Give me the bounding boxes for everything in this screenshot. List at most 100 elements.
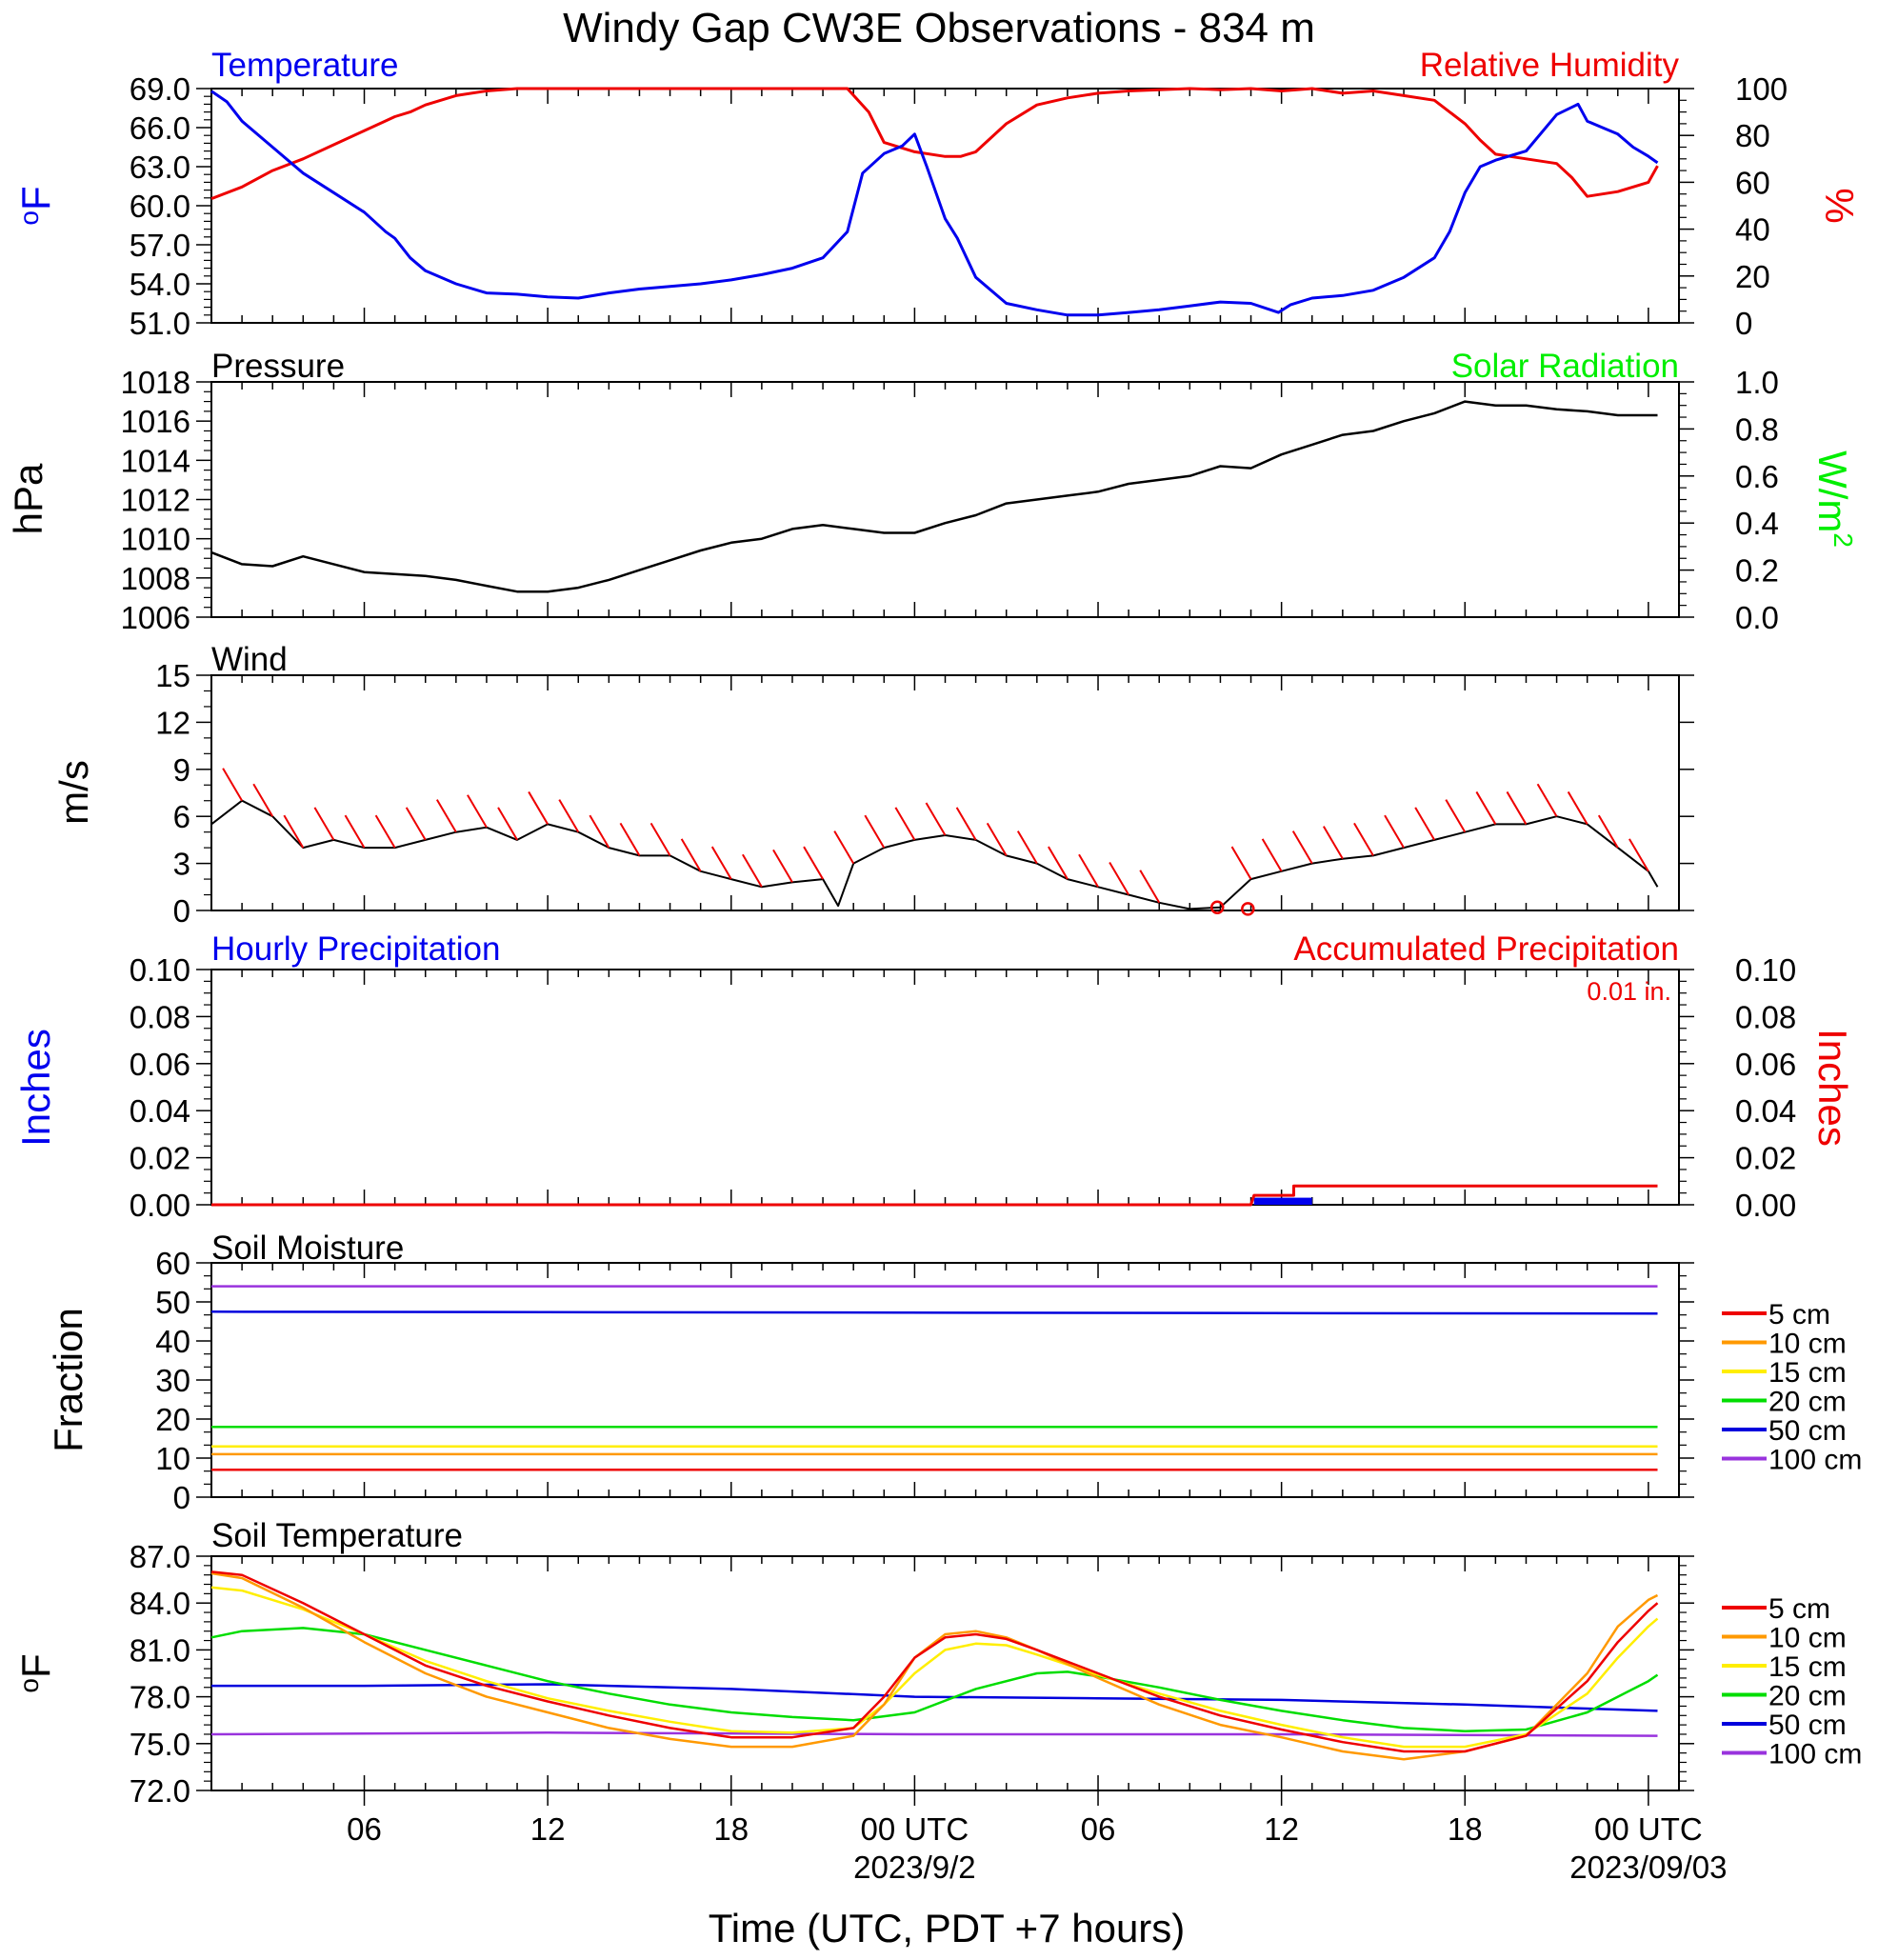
wind-barb [344,814,366,849]
panel-frame [210,674,1680,911]
wind-barb [528,790,549,825]
y-tick-label: 1014 [121,443,190,478]
panel-soil_temp: 72.0 75.0 78.0 81.0 84.0 87.0 Soil Temperature… [13,1517,1862,1809]
wind-barb [1536,783,1558,817]
x-tick-label: 06 [347,1811,382,1847]
y-tick-label: 0.08 [1735,999,1796,1034]
wind-barb [222,768,243,802]
calm-marker [1209,900,1225,914]
wind-barb [1597,814,1619,849]
soil-moisture-line [210,1310,1658,1315]
panels: 51.054.057.060.063.066.069.0020406080100… [6,47,1862,1885]
y-tick-label: 0.2 [1735,553,1779,589]
wind-barb [619,822,641,856]
y-tick-label: 60.0 [130,189,190,224]
legend-label: 15 cm [1768,1357,1847,1389]
legend-label: 50 cm [1768,1710,1847,1741]
humidity-line [210,87,1659,201]
y-tick-label: 30 [155,1363,190,1398]
legend-label: 10 cm [1768,1623,1847,1654]
y-tick-label: 54.0 [130,267,190,302]
wind-barb [649,822,671,856]
y-tick-label: 0.06 [1735,1047,1796,1082]
y-tick-label: 15 [155,658,190,693]
y-tick-label: 100 [1735,71,1788,107]
soil-temperature-line [210,1627,1659,1732]
wind-barb [1567,790,1588,825]
wind-barb [1628,838,1649,872]
wind-barb [435,799,457,833]
wind-barb [1048,846,1069,880]
wind-barb [1475,790,1497,825]
pressure-line [210,400,1658,593]
x-date-label: 2023/9/2 [853,1850,975,1885]
panel-frame [210,1262,1680,1498]
y-tick-label: 0 [173,893,190,929]
legend-label: 20 cm [1768,1387,1847,1418]
y-tick-label: 1016 [121,404,190,439]
x-axis-label: Time (UTC, PDT +7 hours) [709,1906,1186,1950]
legend-label: 15 cm [1768,1651,1847,1683]
humidity-unit: % [1817,188,1862,223]
y-tick-label: 0.0 [1735,600,1779,635]
wind-barb [1353,822,1374,856]
y-tick-label: 1012 [121,483,190,518]
wind-unit: m/s [51,760,96,825]
y-tick-label: 60 [1735,165,1770,200]
legend-label: 100 cm [1768,1739,1862,1770]
x-tick-label: 06 [1081,1811,1116,1847]
wind-barb [680,838,702,872]
y-tick-label: 75.0 [130,1727,190,1762]
wind-barb [252,783,274,817]
wind-barb [374,814,396,849]
y-tick-label: 0 [1735,306,1752,341]
y-tick-label: 20 [155,1402,190,1437]
wind-barb [986,822,1008,856]
x-tick-label: 18 [1448,1811,1483,1847]
wind-barb [925,802,947,836]
y-tick-label: 1.0 [1735,365,1779,400]
y-tick-label: 1008 [121,561,190,596]
hourly-precip-bar [1253,1197,1312,1205]
y-tick-label: 20 [1735,259,1770,294]
x-tick-label: 00 UTC [861,1811,969,1847]
y-tick-label: 0.04 [1735,1093,1796,1129]
y-tick-label: 6 [173,799,190,834]
y-tick-label: 0.10 [1735,952,1796,988]
soil-temperature-line [210,1586,1659,1749]
accumulated-precip-title: Accumulated Precipitation [1293,930,1679,968]
panel-frame [210,381,1680,618]
y-tick-label: 66.0 [130,110,190,146]
wind-barb [833,830,855,865]
soil-temperature-line [210,1731,1658,1737]
y-tick-label: 1006 [121,600,190,635]
soil-temperature-title: Soil Temperature [211,1517,463,1554]
wind-barb [283,814,305,849]
y-tick-label: 51.0 [130,306,190,341]
x-tick-label: 18 [713,1811,749,1847]
y-tick-label: 0.06 [130,1047,190,1082]
solar-unit: W/m2 [1810,450,1858,548]
y-tick-label: 40 [155,1324,190,1359]
y-tick-label: 3 [173,847,190,882]
wind-barb [405,807,427,841]
y-tick-label: 69.0 [130,71,190,107]
pressure-title: Pressure [211,348,345,385]
wind-barb [1445,799,1467,833]
panel-precip: 0.00 0.02 0.04 0.06 0.08 0.10 0.00 0.02 0.04 0.06… [13,930,1855,1223]
calm-marker [1241,902,1255,916]
hourly-precip-title: Hourly Precipitation [211,930,500,968]
wind-barb [742,853,763,888]
temperature-title: Temperature [211,47,398,84]
panel-temp_rh: 51.0 54.0 57.0 60.0 63.0 66.069.0 0 20 40 60 80 100… [13,47,1862,341]
legend-label: 5 cm [1768,1299,1830,1330]
wind-barb [467,794,488,829]
precip-total-label: 0.01 in. [1587,977,1671,1006]
y-tick-label: 84.0 [130,1586,190,1621]
y-tick-label: 9 [173,752,190,788]
humidity-title: Relative Humidity [1420,47,1680,84]
wind-barb [1230,846,1252,880]
wind-barb [1139,870,1161,904]
